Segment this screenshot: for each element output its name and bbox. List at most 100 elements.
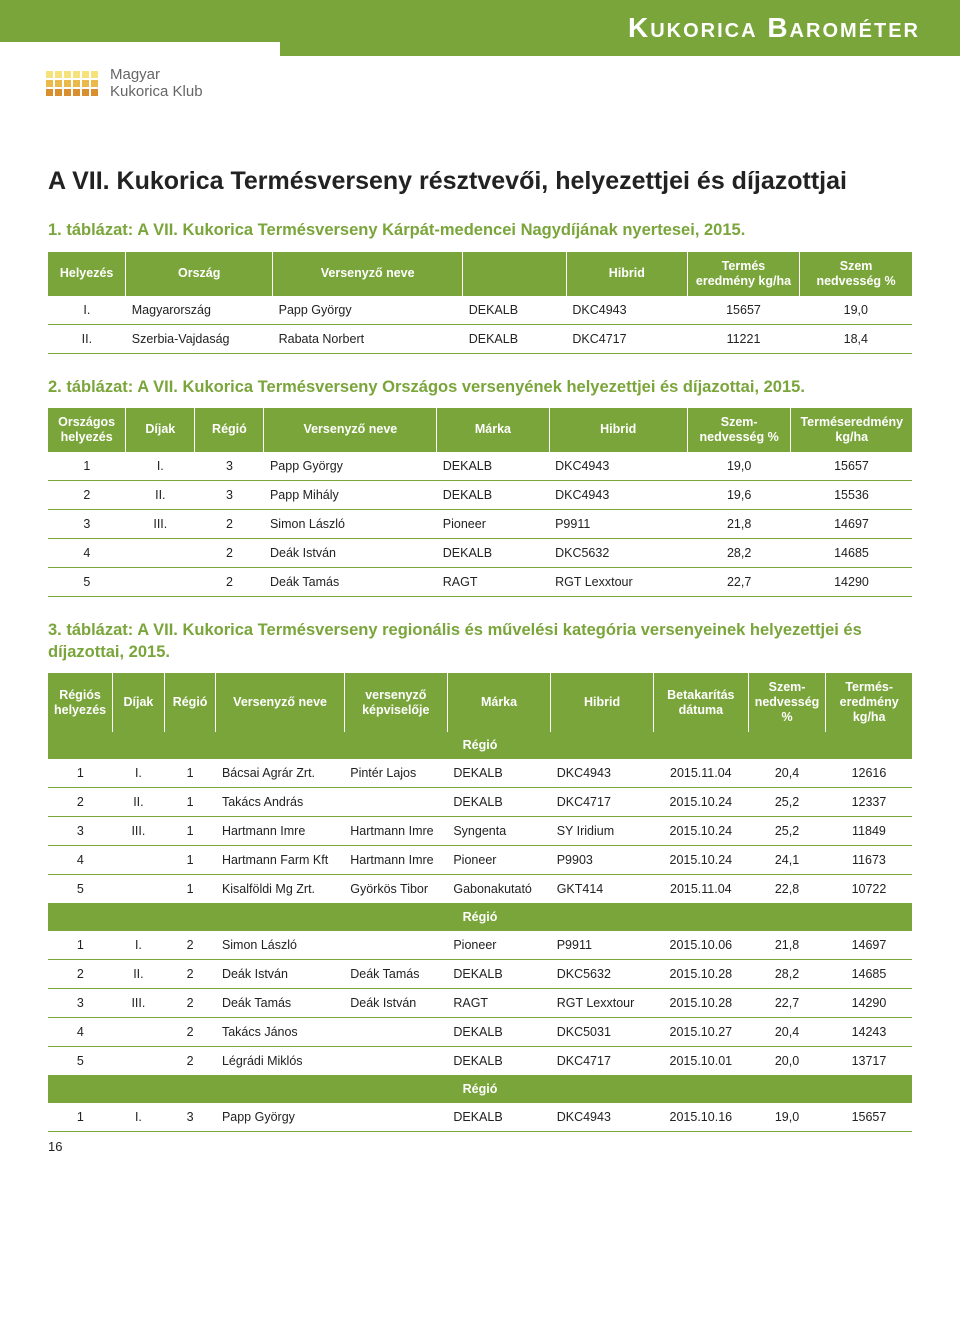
table-cell: 2015.10.06 (653, 931, 748, 960)
table-cell: 19,0 (748, 1103, 826, 1132)
table-cell: 18,4 (800, 324, 912, 353)
table-cell: Hartmann Imre (344, 846, 447, 875)
table-cell: 2 (164, 931, 216, 960)
table-cell: DKC5632 (549, 538, 687, 567)
column-header: Hibrid (549, 408, 687, 452)
table-cell: 2015.10.28 (653, 989, 748, 1018)
table-cell: 2 (195, 509, 264, 538)
table-cell: 15657 (791, 452, 912, 481)
table-cell: 4 (48, 846, 113, 875)
table-cell: SY Iridium (551, 817, 654, 846)
table-cell (126, 538, 195, 567)
page-title: A VII. Kukorica Termésverseny résztvevői… (48, 166, 912, 197)
table-row: 42Deák IstvánDEKALBDKC563228,214685 (48, 538, 912, 567)
table-cell: DKC4717 (551, 1047, 654, 1076)
table-cell: Deák István (264, 538, 437, 567)
column-header: Termés eredmény kg/ha (687, 252, 799, 296)
table-cell: 3 (195, 480, 264, 509)
table-cell: 14697 (826, 931, 912, 960)
table-cell: 3 (48, 509, 126, 538)
table-cell: 12337 (826, 788, 912, 817)
table-cell: 22,7 (687, 567, 791, 596)
table-cell: 2 (48, 480, 126, 509)
table-cell: DEKALB (437, 480, 549, 509)
table-cell: DKC4943 (551, 1103, 654, 1132)
table-cell: 1 (164, 846, 216, 875)
table-row: 2II.1Takács AndrásDEKALBDKC47172015.10.2… (48, 788, 912, 817)
table-row: 1I.1Bácsai Agrár Zrt.Pintér LajosDEKALBD… (48, 759, 912, 788)
table-cell: II. (113, 960, 165, 989)
table-cell: P9911 (549, 509, 687, 538)
table-cell: 3 (164, 1103, 216, 1132)
table-cell: DEKALB (437, 538, 549, 567)
column-header: Régió (164, 673, 216, 732)
column-header: Díjak (113, 673, 165, 732)
table-cell: 4 (48, 1018, 113, 1047)
logo-icon (46, 71, 98, 96)
table-cell: 2 (195, 538, 264, 567)
table-cell: RAGT (447, 989, 550, 1018)
table-cell: 15657 (687, 296, 799, 325)
table-cell: Kisalföldi Mg Zrt. (216, 875, 344, 904)
table-cell: I. (126, 452, 195, 481)
table-cell: 3 (48, 817, 113, 846)
table-cell: 21,8 (748, 931, 826, 960)
table-cell: P9903 (551, 846, 654, 875)
table-cell: Papp György (216, 1103, 344, 1132)
table-cell: DKC5031 (551, 1018, 654, 1047)
table-cell: Deák Tamás (264, 567, 437, 596)
table-cell: 2 (195, 567, 264, 596)
table-cell: DKC4943 (549, 480, 687, 509)
table-cell: Simon László (264, 509, 437, 538)
table-row: 3III.2Simon LászlóPioneerP991121,814697 (48, 509, 912, 538)
column-header: Márka (437, 408, 549, 452)
column-header: Hibrid (551, 673, 654, 732)
table-cell: Pioneer (437, 509, 549, 538)
column-header: Hibrid (566, 252, 687, 296)
table-cell: DEKALB (447, 960, 550, 989)
table-cell: Papp György (273, 296, 463, 325)
table-row: 2II.2Deák IstvánDeák TamásDEKALBDKC56322… (48, 960, 912, 989)
table-cell: DKC4943 (566, 296, 687, 325)
table-cell: DEKALB (447, 1047, 550, 1076)
table-cell: RGT Lexxtour (551, 989, 654, 1018)
table1: HelyezésOrszágVersenyző neveHibridTermés… (48, 252, 912, 354)
table-cell: 11849 (826, 817, 912, 846)
table-cell: 5 (48, 875, 113, 904)
table-cell (344, 788, 447, 817)
table-cell: I. (48, 296, 126, 325)
table-cell: 3 (195, 452, 264, 481)
logo: Magyar Kukorica Klub (0, 42, 280, 114)
table-cell: 14697 (791, 509, 912, 538)
table-cell: 2015.10.16 (653, 1103, 748, 1132)
column-header: Szem-nedvesség % (687, 408, 791, 452)
column-header: Termés-eredmény kg/ha (826, 673, 912, 732)
table-row: 2II.3Papp MihályDEKALBDKC494319,615536 (48, 480, 912, 509)
table-cell: 1 (164, 875, 216, 904)
column-header: Régiós helyezés (48, 673, 113, 732)
table-cell (344, 1047, 447, 1076)
table-cell: 22,8 (748, 875, 826, 904)
table3-heading: 3. táblázat: A VII. Kukorica Termésverse… (48, 619, 912, 664)
table-cell: 12616 (826, 759, 912, 788)
table-cell: Györkös Tibor (344, 875, 447, 904)
table-cell: Takács András (216, 788, 344, 817)
table-cell: Magyarország (126, 296, 273, 325)
table-cell: 14685 (791, 538, 912, 567)
table-cell: 2 (48, 788, 113, 817)
table-cell: 3 (48, 989, 113, 1018)
table-cell: Pioneer (447, 846, 550, 875)
table-row: 52Deák TamásRAGTRGT Lexxtour22,714290 (48, 567, 912, 596)
table-cell: GKT414 (551, 875, 654, 904)
logo-text: Magyar Kukorica Klub (110, 66, 203, 101)
table-cell: 22,7 (748, 989, 826, 1018)
section-row: Régió (48, 1076, 912, 1103)
table-cell: 1 (164, 759, 216, 788)
table-cell: 14243 (826, 1018, 912, 1047)
table-row: 3III.2Deák TamásDeák IstvánRAGTRGT Lexxt… (48, 989, 912, 1018)
table-cell: 14685 (826, 960, 912, 989)
column-header: Szem-nedvesség % (748, 673, 826, 732)
table-cell: DKC5632 (551, 960, 654, 989)
table-cell: 5 (48, 567, 126, 596)
table-cell: 1 (164, 788, 216, 817)
